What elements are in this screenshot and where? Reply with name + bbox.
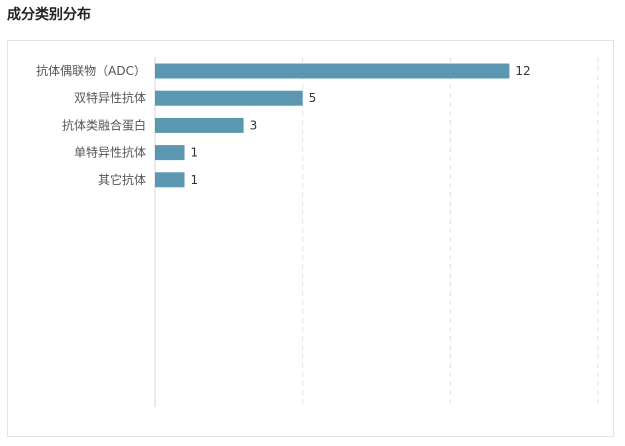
value-label-4: 1 [191,173,199,187]
category-label-2: 抗体类融合蛋白 [62,117,146,132]
value-label-3: 1 [191,146,199,160]
value-label-2: 3 [250,118,258,132]
bars [155,63,510,188]
chart-section-title: 成分类别分布 [7,7,91,23]
bar-2[interactable] [155,117,244,133]
grid-lines [154,57,599,407]
chart-card: 抗体偶联物（ADC） 双特异性抗体抗体类融合蛋白单特异性抗体其它抗体 12 5 3 1 1 [7,40,614,437]
value-labels: 12 5 3 1 1 [191,64,531,187]
value-label-0: 12 [515,64,530,78]
category-label-4: 其它抗体 [98,172,146,187]
bar-1[interactable] [155,90,303,106]
value-label-1: 5 [309,91,317,105]
category-label-0: 抗体偶联物（ADC） [36,63,146,78]
bar-4[interactable] [155,172,185,188]
bar-3[interactable] [155,145,185,161]
bar-0[interactable] [155,63,510,79]
category-label-3: 单特异性抗体 [74,145,146,160]
category-label-1: 双特异性抗体 [74,90,146,105]
